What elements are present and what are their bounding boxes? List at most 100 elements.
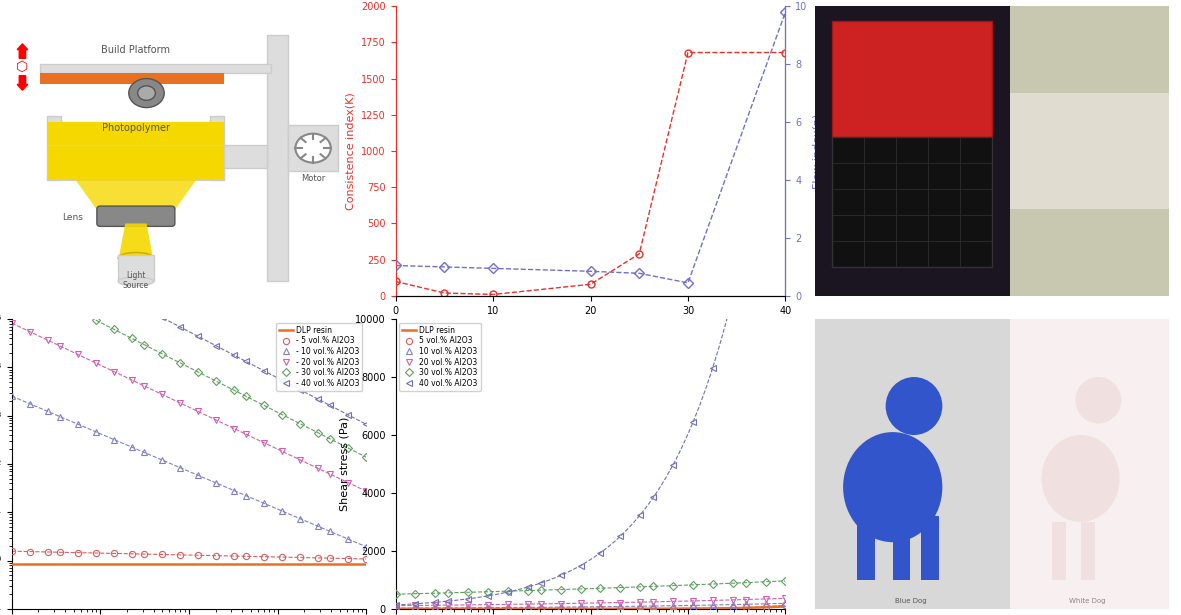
- 20 vol.% Al2O3: [501, 601, 515, 608]
- 5 vol.% Al2O3: [706, 605, 720, 612]
- 5 vol.% Al2O3: [758, 603, 772, 610]
- Polygon shape: [76, 180, 196, 215]
- 30 vol.% Al2O3: [613, 584, 627, 591]
- 20 vol.% Al2O3: [554, 600, 568, 607]
- - 20 vol.% Al2O3: [227, 425, 241, 432]
- Bar: [224, 145, 267, 169]
- 40 vol.% Al2O3: [554, 572, 568, 579]
- 40 vol.% Al2O3: [646, 494, 660, 501]
- - 20 vol.% Al2O3: [324, 470, 338, 478]
- - 30 vol.% Al2O3: [41, 292, 56, 300]
- - 30 vol.% Al2O3: [89, 317, 103, 324]
- DLP resin: [125, 560, 139, 568]
- - 10 vol.% Al2O3: [209, 479, 223, 486]
- 30 vol.% Al2O3: [409, 590, 423, 597]
- - 40 vol.% Al2O3: [71, 270, 85, 277]
- 20 vol.% Al2O3: [686, 597, 700, 605]
- 10 vol.% Al2O3: [706, 601, 720, 609]
- 30 vol.% Al2O3: [725, 579, 739, 587]
- - 10 vol.% Al2O3: [172, 464, 187, 471]
- Legend: DLP resin, - 5 vol.% Al2O3, - 10 vol.% Al2O3, - 20 vol.% Al2O3, - 30 vol.% Al2O3: DLP resin, - 5 vol.% Al2O3, - 10 vol.% A…: [276, 323, 363, 391]
- Line: - 30 vol.% Al2O3: - 30 vol.% Al2O3: [8, 274, 370, 461]
- Circle shape: [295, 133, 331, 162]
- Bar: [288, 125, 338, 172]
- 10 vol.% Al2O3: [554, 603, 568, 611]
- - 40 vol.% Al2O3: [275, 376, 289, 384]
- - 40 vol.% Al2O3: [341, 411, 355, 419]
- 30 vol.% Al2O3: [521, 587, 535, 594]
- - 30 vol.% Al2O3: [209, 378, 223, 385]
- DLP resin: [455, 605, 469, 613]
- 10 vol.% Al2O3: [686, 601, 700, 609]
- 20 vol.% Al2O3: [758, 595, 772, 603]
- 20 vol.% Al2O3: [574, 600, 588, 607]
- - 5 vol.% Al2O3: [227, 552, 241, 560]
- - 20 vol.% Al2O3: [89, 359, 103, 367]
- 10 vol.% Al2O3: [633, 603, 647, 610]
- 40 vol.% Al2O3: [706, 364, 720, 371]
- Bar: [1081, 522, 1095, 580]
- - 40 vol.% Al2O3: [22, 245, 37, 252]
- 40 vol.% Al2O3: [686, 419, 700, 426]
- Ellipse shape: [1075, 377, 1121, 423]
- 10 vol.% Al2O3: [442, 604, 456, 611]
- 40 vol.% Al2O3: [521, 584, 535, 591]
- - 40 vol.% Al2O3: [257, 367, 272, 375]
- 10 vol.% Al2O3: [481, 604, 495, 611]
- Circle shape: [129, 79, 164, 108]
- - 10 vol.% Al2O3: [191, 472, 205, 479]
- 30 vol.% Al2O3: [758, 578, 772, 585]
- 40 vol.% Al2O3: [738, 235, 752, 242]
- 5 vol.% Al2O3: [686, 605, 700, 612]
- - 5 vol.% Al2O3: [5, 547, 19, 555]
- - 5 vol.% Al2O3: [341, 555, 355, 562]
- - 40 vol.% Al2O3: [106, 288, 120, 296]
- 20 vol.% Al2O3: [593, 599, 607, 606]
- - 20 vol.% Al2O3: [41, 336, 56, 344]
- - 30 vol.% Al2O3: [155, 350, 169, 357]
- Bar: [47, 145, 224, 180]
- - 5 vol.% Al2O3: [324, 555, 338, 562]
- 10 vol.% Al2O3: [461, 604, 475, 611]
- Ellipse shape: [1042, 435, 1120, 522]
- - 40 vol.% Al2O3: [137, 304, 151, 312]
- 5 vol.% Al2O3: [738, 604, 752, 611]
- - 10 vol.% Al2O3: [5, 392, 19, 400]
- 40 vol.% Al2O3: [429, 598, 443, 606]
- DLP resin: [5, 560, 19, 568]
- DLP resin: [65, 560, 79, 568]
- 10 vol.% Al2O3: [778, 600, 792, 607]
- 10 vol.% Al2O3: [725, 601, 739, 608]
- Text: Motor: Motor: [301, 174, 325, 183]
- FancyArrow shape: [18, 76, 28, 90]
- - 10 vol.% Al2O3: [71, 421, 85, 428]
- Bar: [893, 516, 911, 580]
- - 30 vol.% Al2O3: [311, 429, 325, 437]
- - 20 vol.% Al2O3: [293, 456, 307, 464]
- Bar: [833, 21, 992, 137]
- 10 vol.% Al2O3: [738, 601, 752, 608]
- 20 vol.% Al2O3: [521, 600, 535, 608]
- - 30 vol.% Al2O3: [191, 368, 205, 376]
- DLP resin: [633, 605, 647, 613]
- - 10 vol.% Al2O3: [227, 487, 241, 494]
- 30 vol.% Al2O3: [706, 581, 720, 588]
- 40 vol.% Al2O3: [389, 601, 403, 609]
- 30 vol.% Al2O3: [593, 584, 607, 592]
- Bar: [833, 137, 992, 267]
- 5 vol.% Al2O3: [725, 604, 739, 611]
- Line: 20 vol.% Al2O3: 20 vol.% Al2O3: [392, 595, 789, 609]
- 20 vol.% Al2O3: [738, 596, 752, 603]
- - 40 vol.% Al2O3: [324, 402, 338, 409]
- - 30 vol.% Al2O3: [293, 420, 307, 427]
- - 30 vol.% Al2O3: [71, 308, 85, 315]
- X-axis label: Ceramic volume fraction(%): Ceramic volume fraction(%): [513, 321, 668, 331]
- - 30 vol.% Al2O3: [257, 402, 272, 409]
- 10 vol.% Al2O3: [429, 605, 443, 612]
- FancyArrow shape: [18, 44, 28, 58]
- 10 vol.% Al2O3: [534, 603, 548, 611]
- - 40 vol.% Al2O3: [125, 298, 139, 306]
- - 40 vol.% Al2O3: [172, 323, 187, 331]
- - 30 vol.% Al2O3: [172, 359, 187, 367]
- 5 vol.% Al2O3: [554, 605, 568, 613]
